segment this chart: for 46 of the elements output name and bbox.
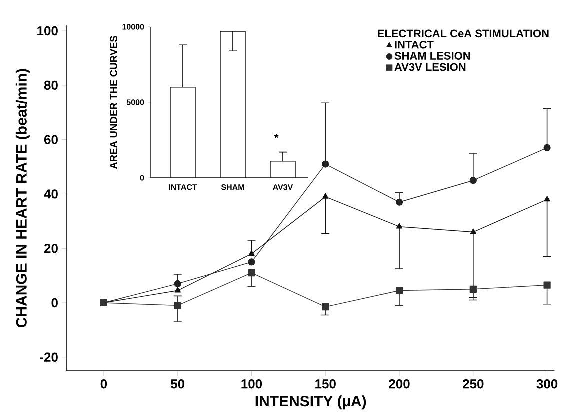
x-tick-label: AV3V [273, 184, 294, 190]
point [470, 177, 477, 184]
y-axis-title: AREA UNDER THE CURVES [110, 36, 118, 170]
legend-label: INTACT [395, 40, 434, 49]
y-tick-label: 80 [44, 80, 58, 90]
x-tick-label: 50 [171, 380, 185, 389]
legend-label: SHAM LESION [394, 52, 470, 60]
point [248, 250, 255, 256]
y-tick-label: 10000 [122, 24, 144, 30]
point [544, 282, 551, 289]
x-tick-label: 250 [463, 380, 484, 389]
x-tick-label: INTACT [169, 184, 198, 190]
point [322, 160, 330, 168]
point [396, 287, 404, 294]
y-tick-label: 5000 [126, 100, 144, 106]
point [396, 223, 403, 229]
legend-label: AV3V LESION [394, 63, 466, 72]
point [322, 193, 329, 199]
x-tick-label: SHAM [221, 184, 244, 190]
point [174, 280, 182, 288]
point [544, 144, 551, 152]
x-tick-label: 100 [242, 380, 262, 389]
point [174, 287, 181, 293]
x-tick-label: 0 [100, 380, 108, 389]
y-tick-label: 100 [38, 26, 58, 36]
annotation: * [274, 134, 279, 138]
y-tick-label: 60 [44, 135, 58, 144]
x-tick-label: 200 [389, 380, 410, 389]
x-axis-title: INTENSITY (µA) [256, 396, 366, 410]
point [544, 196, 550, 202]
legend-title: ELECTRICAL CeA STIMULATION [378, 30, 549, 38]
y-tick-label: 0 [140, 175, 144, 181]
y-axis-title: CHANGE IN HEART RATE (beat/min) [16, 69, 30, 328]
y-tick-label: 0 [52, 298, 58, 308]
point [470, 286, 477, 293]
y-tick-label: 20 [44, 244, 58, 254]
point [396, 198, 404, 206]
x-tick-label: 300 [536, 380, 558, 389]
point [470, 228, 477, 234]
y-tick-label: 40 [44, 190, 58, 199]
point [248, 258, 256, 266]
y-tick-label: -20 [40, 352, 58, 362]
point [322, 304, 330, 311]
x-tick-label: 150 [316, 380, 336, 389]
point [174, 302, 182, 310]
point [248, 270, 256, 277]
